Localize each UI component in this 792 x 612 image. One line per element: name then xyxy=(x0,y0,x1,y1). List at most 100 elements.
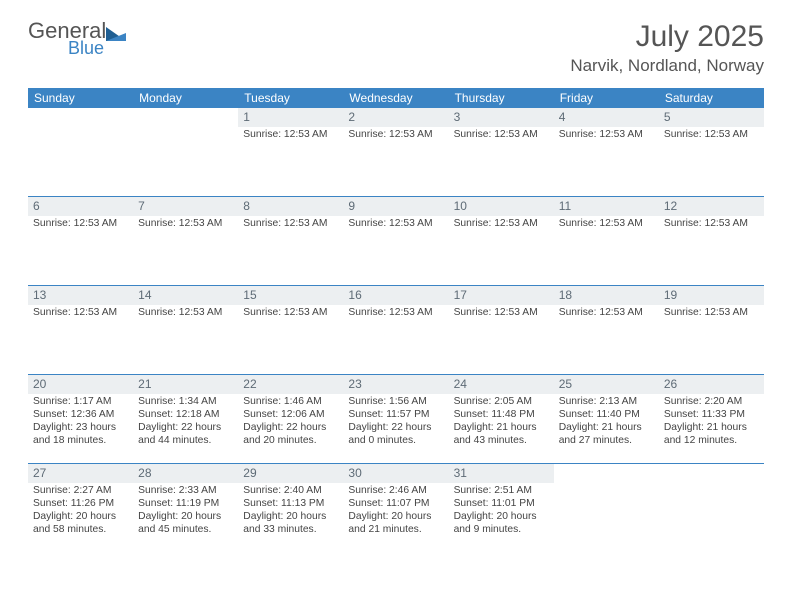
cell-line: Daylight: 20 hours and 21 minutes. xyxy=(348,511,443,537)
location: Narvik, Nordland, Norway xyxy=(570,56,764,76)
cell-line: Sunset: 11:26 PM xyxy=(33,498,128,511)
calendar-cell: 17Sunrise: 12:53 AM xyxy=(449,286,554,374)
day-number: 12 xyxy=(659,197,764,216)
calendar-cell: 31Sunrise: 2:51 AMSunset: 11:01 PMDaylig… xyxy=(449,464,554,552)
cell-line: Sunset: 12:06 AM xyxy=(243,409,338,422)
cell-line: Sunrise: 12:53 AM xyxy=(454,307,549,320)
calendar-cell: 18Sunrise: 12:53 AM xyxy=(554,286,659,374)
cell-content: Sunrise: 2:27 AMSunset: 11:26 PMDaylight… xyxy=(28,483,133,540)
calendar-cell: 4Sunrise: 12:53 AM xyxy=(554,108,659,196)
cell-content xyxy=(133,127,238,133)
cell-line: Sunrise: 1:34 AM xyxy=(138,396,233,409)
cell-line: Sunrise: 12:53 AM xyxy=(454,218,549,231)
day-number: 31 xyxy=(449,464,554,483)
cell-line: Sunset: 11:48 PM xyxy=(454,409,549,422)
cell-content: Sunrise: 12:53 AM xyxy=(238,127,343,146)
cell-content: Sunrise: 12:53 AM xyxy=(449,305,554,324)
cell-line: Sunset: 12:36 AM xyxy=(33,409,128,422)
cell-line: Sunrise: 12:53 AM xyxy=(348,307,443,320)
calendar-cell: 12Sunrise: 12:53 AM xyxy=(659,197,764,285)
cell-content: Sunrise: 2:40 AMSunset: 11:13 PMDaylight… xyxy=(238,483,343,540)
day-number: 8 xyxy=(238,197,343,216)
cell-content: Sunrise: 12:53 AM xyxy=(133,216,238,235)
cell-line: Sunrise: 12:53 AM xyxy=(664,307,759,320)
logo-line2: Blue xyxy=(68,38,106,59)
cell-line: Daylight: 22 hours and 20 minutes. xyxy=(243,422,338,448)
day-number: 13 xyxy=(28,286,133,305)
cell-content: Sunrise: 12:53 AM xyxy=(659,305,764,324)
cell-line: Daylight: 21 hours and 27 minutes. xyxy=(559,422,654,448)
calendar-cell xyxy=(659,464,764,552)
month-title: July 2025 xyxy=(570,20,764,54)
cell-content: Sunrise: 1:46 AMSunset: 12:06 AMDaylight… xyxy=(238,394,343,451)
day-number: 10 xyxy=(449,197,554,216)
day-header: Friday xyxy=(554,88,659,108)
calendar-cell: 7Sunrise: 12:53 AM xyxy=(133,197,238,285)
cell-content: Sunrise: 12:53 AM xyxy=(659,127,764,146)
week-row: 6Sunrise: 12:53 AM7Sunrise: 12:53 AM8Sun… xyxy=(28,196,764,285)
cell-line: Daylight: 20 hours and 58 minutes. xyxy=(33,511,128,537)
calendar-cell: 8 Sunrise: 12:53 AM xyxy=(238,197,343,285)
cell-line: Sunrise: 12:53 AM xyxy=(243,218,338,231)
day-number: 27 xyxy=(28,464,133,483)
calendar-cell: 2Sunrise: 12:53 AM xyxy=(343,108,448,196)
day-header: Monday xyxy=(133,88,238,108)
cell-content: Sunrise: 1:17 AMSunset: 12:36 AMDaylight… xyxy=(28,394,133,451)
cell-content xyxy=(554,483,659,489)
cell-line: Daylight: 21 hours and 12 minutes. xyxy=(664,422,759,448)
cell-line: Sunset: 11:19 PM xyxy=(138,498,233,511)
cell-line: Daylight: 20 hours and 45 minutes. xyxy=(138,511,233,537)
calendar-cell: 11 Sunrise: 12:53 AM xyxy=(554,197,659,285)
cell-content xyxy=(28,127,133,133)
calendar-cell xyxy=(554,464,659,552)
day-number: 11 xyxy=(554,197,659,216)
calendar-cell: 19 Sunrise: 12:53 AM xyxy=(659,286,764,374)
calendar-cell: 23Sunrise: 1:56 AMSunset: 11:57 PMDaylig… xyxy=(343,375,448,463)
day-number: 3 xyxy=(449,108,554,127)
cell-line: Daylight: 23 hours and 18 minutes. xyxy=(33,422,128,448)
calendar-cell: 15Sunrise: 12:53 AM xyxy=(238,286,343,374)
week-row: 13Sunrise: 12:53 AM14Sunrise: 12:53 AM15… xyxy=(28,285,764,374)
day-number: 6 xyxy=(28,197,133,216)
calendar-cell: 6Sunrise: 12:53 AM xyxy=(28,197,133,285)
day-number: 24 xyxy=(449,375,554,394)
cell-line: Sunrise: 12:53 AM xyxy=(243,129,338,142)
cell-line: Sunset: 11:07 PM xyxy=(348,498,443,511)
calendar-cell xyxy=(28,108,133,196)
calendar-cell: 25Sunrise: 2:13 AMSunset: 11:40 PMDaylig… xyxy=(554,375,659,463)
cell-content: Sunrise: 12:53 AM xyxy=(554,216,659,235)
cell-line: Sunset: 11:57 PM xyxy=(348,409,443,422)
cell-line: Sunset: 11:33 PM xyxy=(664,409,759,422)
calendar-cell: 16Sunrise: 12:53 AM xyxy=(343,286,448,374)
calendar-cell: 20Sunrise: 1:17 AMSunset: 12:36 AMDaylig… xyxy=(28,375,133,463)
cell-content: Sunrise: 1:56 AMSunset: 11:57 PMDaylight… xyxy=(343,394,448,451)
cell-line: Sunrise: 12:53 AM xyxy=(243,307,338,320)
cell-line: Sunset: 11:40 PM xyxy=(559,409,654,422)
cell-line: Sunrise: 1:56 AM xyxy=(348,396,443,409)
cell-line: Sunrise: 2:40 AM xyxy=(243,485,338,498)
day-number: 19 xyxy=(659,286,764,305)
cell-line: Sunrise: 1:17 AM xyxy=(33,396,128,409)
day-number: 20 xyxy=(28,375,133,394)
cell-content: Sunrise: 2:46 AMSunset: 11:07 PMDaylight… xyxy=(343,483,448,540)
day-number: 30 xyxy=(343,464,448,483)
cell-line: Sunrise: 12:53 AM xyxy=(559,218,654,231)
cell-line: Sunset: 11:13 PM xyxy=(243,498,338,511)
day-header: Sunday xyxy=(28,88,133,108)
day-number: 26 xyxy=(659,375,764,394)
cell-content: Sunrise: 2:20 AMSunset: 11:33 PMDaylight… xyxy=(659,394,764,451)
cell-line: Daylight: 22 hours and 44 minutes. xyxy=(138,422,233,448)
cell-content: Sunrise: 12:53 AM xyxy=(449,127,554,146)
cell-line: Daylight: 21 hours and 43 minutes. xyxy=(454,422,549,448)
day-number: 25 xyxy=(554,375,659,394)
cell-content: Sunrise: 12:53 AM xyxy=(449,216,554,235)
cell-content: Sunrise: 2:33 AMSunset: 11:19 PMDaylight… xyxy=(133,483,238,540)
cell-line: Sunrise: 2:33 AM xyxy=(138,485,233,498)
cell-line: Sunrise: 12:53 AM xyxy=(559,307,654,320)
cell-line: Sunrise: 2:27 AM xyxy=(33,485,128,498)
cell-line: Sunset: 12:18 AM xyxy=(138,409,233,422)
day-number: 28 xyxy=(133,464,238,483)
cell-content: Sunrise: 12:53 AM xyxy=(554,305,659,324)
cell-line: Sunrise: 2:05 AM xyxy=(454,396,549,409)
cell-line: Sunrise: 12:53 AM xyxy=(348,218,443,231)
